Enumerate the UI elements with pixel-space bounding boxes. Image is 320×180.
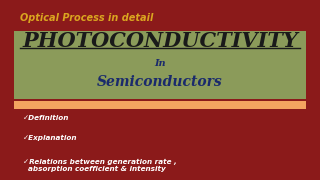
Text: In: In (154, 58, 166, 68)
Bar (14, 101, 306, 109)
Text: ✓Explanation: ✓Explanation (23, 135, 77, 141)
Bar (14, 31, 306, 99)
Text: PHOTOCONDUCTIVITY: PHOTOCONDUCTIVITY (22, 30, 298, 51)
Text: ✓Relations between generation rate ,
  absorption coefficient & intensity: ✓Relations between generation rate , abs… (23, 158, 176, 172)
Text: Semiconductors: Semiconductors (97, 75, 223, 89)
Text: ✓Definition: ✓Definition (23, 115, 69, 121)
Text: Optical Process in detail: Optical Process in detail (20, 13, 153, 23)
